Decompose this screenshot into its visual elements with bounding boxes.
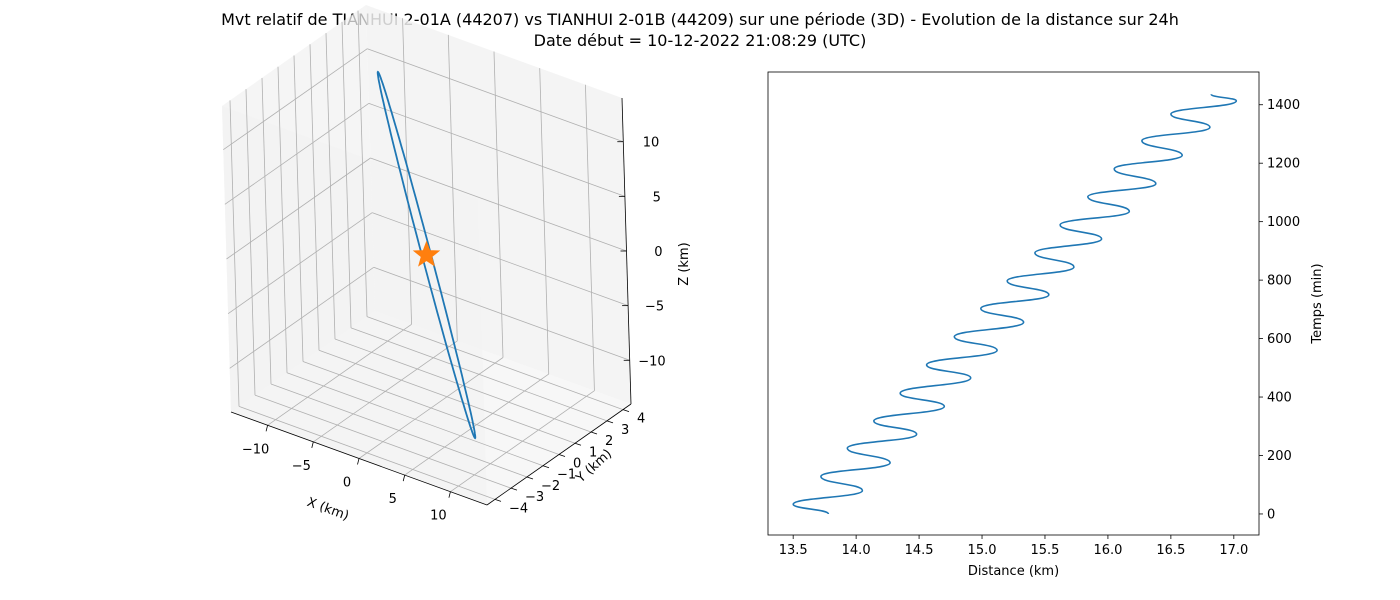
z-axis-label: Z (km) bbox=[677, 242, 692, 285]
y-tick-mark bbox=[494, 499, 502, 502]
grid-z-back bbox=[370, 157, 627, 252]
y-tick-label: 4 bbox=[637, 412, 645, 427]
y-tick-label: 1200 bbox=[1267, 157, 1300, 172]
plot-distance-time: 13.5 14.0 14.5 15.0 15.5 16.0 16.5 17.0 0 200 400 6… bbox=[767, 71, 1325, 579]
y-tick-label: 1400 bbox=[1267, 98, 1300, 113]
grid-z-back bbox=[367, 48, 624, 143]
y-tick-label: 0 bbox=[573, 457, 581, 472]
y-tick-mark bbox=[606, 420, 614, 424]
x-tick-mark bbox=[311, 441, 314, 448]
x-tick-label: 16.5 bbox=[1156, 543, 1185, 558]
x-axis-label: X (km) bbox=[305, 495, 351, 524]
y-tick-label: 3 bbox=[621, 423, 629, 438]
y-tick-label: 1 bbox=[589, 445, 597, 460]
y-tick-label: −3 bbox=[525, 490, 544, 505]
grid-z-side bbox=[227, 212, 373, 314]
x-tick-mark bbox=[448, 491, 451, 498]
y-tick-mark bbox=[622, 409, 630, 412]
grid-y-floor bbox=[238, 406, 496, 500]
y-tick-mark bbox=[542, 465, 550, 469]
z-tick-label: −5 bbox=[645, 300, 664, 315]
y-tick-label: −4 bbox=[509, 501, 528, 516]
z-tick-label: 5 bbox=[653, 190, 661, 205]
y-tick-label: 200 bbox=[1267, 449, 1292, 464]
x-tick-label: 15.5 bbox=[1030, 543, 1059, 558]
y-tick-mark bbox=[526, 476, 534, 480]
y-axis-label: Temps (min) bbox=[1310, 263, 1325, 344]
x-tick-label: −10 bbox=[242, 442, 269, 457]
grid-y-floor bbox=[318, 349, 576, 444]
y-tick-label: 400 bbox=[1267, 391, 1292, 406]
x-tick-label: 5 bbox=[389, 492, 397, 507]
x-tick-label: 15.0 bbox=[968, 543, 997, 558]
grid-z-side bbox=[229, 266, 374, 369]
x-tick-label: 17.0 bbox=[1219, 543, 1248, 558]
grid-y-floor bbox=[302, 361, 560, 455]
y-tick-mark bbox=[574, 442, 582, 446]
x-tick-label: 14.5 bbox=[905, 543, 934, 558]
grid-y-floor bbox=[334, 338, 592, 433]
title-line-1: Mvt relatif de TIANHUI 2-01A (44207) vs … bbox=[221, 10, 1179, 29]
plot-area bbox=[768, 72, 1259, 535]
figure-title: Mvt relatif de TIANHUI 2-01A (44207) vs … bbox=[0, 9, 1400, 51]
y-tick-label: −1 bbox=[557, 468, 576, 483]
grid-y-floor bbox=[366, 316, 624, 410]
plot-frame bbox=[767, 71, 1260, 536]
x-tick-label: 10 bbox=[430, 509, 447, 524]
x-tick-label: 14.0 bbox=[842, 543, 871, 558]
y-tick-mark bbox=[558, 454, 566, 457]
y-tick-mark bbox=[510, 487, 518, 491]
z-tick-label: 10 bbox=[643, 136, 660, 151]
grid-y-floor bbox=[350, 327, 608, 422]
x-axis-label: Distance (km) bbox=[968, 564, 1059, 579]
x-tick-label: −5 bbox=[292, 459, 311, 474]
y-tick-label: 600 bbox=[1267, 332, 1292, 347]
x-tick-label: 16.0 bbox=[1093, 543, 1122, 558]
y-tick-label: 800 bbox=[1267, 274, 1292, 289]
x-tick-mark bbox=[402, 475, 406, 482]
grid-y-floor bbox=[286, 372, 544, 467]
z-tick-label: −10 bbox=[638, 354, 665, 369]
y-tick-label: 2 bbox=[605, 434, 613, 449]
grid-z-back bbox=[373, 266, 630, 361]
grid-y-floor bbox=[270, 383, 528, 478]
z-tick-label: 0 bbox=[654, 245, 662, 260]
x-tick-label: 0 bbox=[343, 476, 351, 491]
grid-y-floor bbox=[254, 394, 512, 489]
grid-z-side bbox=[226, 157, 371, 260]
grid-z-side bbox=[224, 103, 370, 205]
origin-star-marker bbox=[412, 240, 441, 267]
y-tick-mark bbox=[590, 431, 598, 435]
x-tick-label: 13.5 bbox=[779, 543, 808, 558]
title-line-2: Date début = 10-12-2022 21:08:29 (UTC) bbox=[533, 31, 867, 50]
y-tick-label: 1000 bbox=[1267, 215, 1300, 230]
y-tick-label: 0 bbox=[1267, 507, 1275, 522]
grid-z-side bbox=[223, 48, 368, 151]
x-tick-mark bbox=[357, 458, 360, 465]
trajectory-3d bbox=[376, 70, 477, 440]
x-tick-mark bbox=[265, 425, 268, 432]
grid-z-back bbox=[368, 102, 626, 197]
distance-series-line bbox=[792, 93, 1238, 515]
y-tick-label: −2 bbox=[541, 479, 560, 494]
